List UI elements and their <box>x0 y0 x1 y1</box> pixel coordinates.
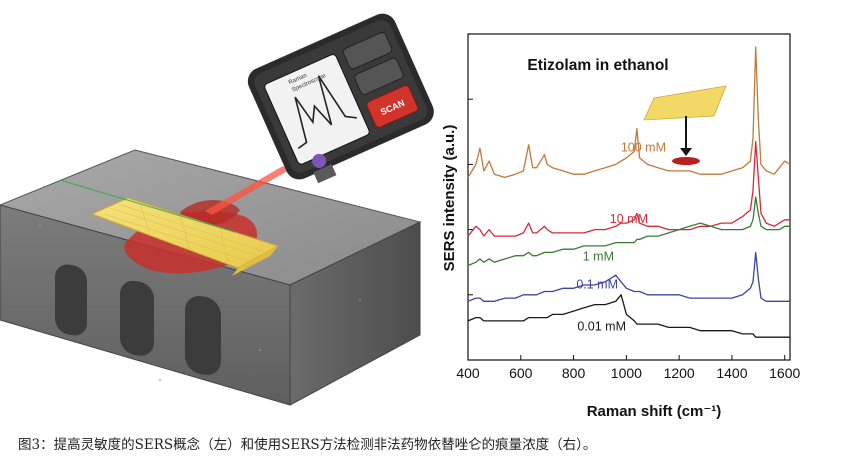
sers-concept-illustration: Raman Spectroscope SCAN <box>0 13 434 406</box>
x-tick-label: 1200 <box>664 365 695 381</box>
series-label-0: 100 mM <box>621 140 666 154</box>
sers-paper-substrate <box>59 179 280 276</box>
x-tick-label: 800 <box>562 365 586 381</box>
laser-beam <box>205 166 289 215</box>
x-tick-label: 600 <box>509 365 533 381</box>
series-line-1 <box>467 140 790 237</box>
figure-caption: 图3：提高灵敏度的SERS概念（左）和使用SERS方法检测非法药物依替唑仑的痕量… <box>18 437 597 453</box>
x-axis-label: Raman shift (cm⁻¹) <box>587 403 722 420</box>
series-label-1: 10 mM <box>610 212 648 226</box>
sers-spectrum-chart: 400 600 800 1000 1200 1400 1600 100 mM 10 mM 1 m… <box>441 33 801 420</box>
series-label-2: 1 mM <box>583 250 614 264</box>
concrete-block <box>0 149 422 406</box>
handheld-raman-device: Raman Spectroscope SCAN <box>247 13 434 184</box>
series-line-2 <box>467 196 790 267</box>
x-tick-label: 1600 <box>769 365 800 381</box>
series-label-3: 0.1 mM <box>576 277 618 291</box>
y-axis-label: SERS intensity (a.u.) <box>441 125 458 272</box>
inset-paper-drop <box>643 85 727 165</box>
x-tick-label: 1000 <box>611 365 642 381</box>
series-line-4 <box>467 294 790 338</box>
plot-frame <box>467 33 791 361</box>
x-tick-label: 400 <box>456 365 480 381</box>
chart-title: Etizolam in ethanol <box>527 57 668 74</box>
x-tick-label: 1400 <box>716 365 747 381</box>
series-line-0 <box>467 46 791 179</box>
series-label-4: 0.01 mM <box>577 320 626 334</box>
series-line-3 <box>467 251 790 302</box>
